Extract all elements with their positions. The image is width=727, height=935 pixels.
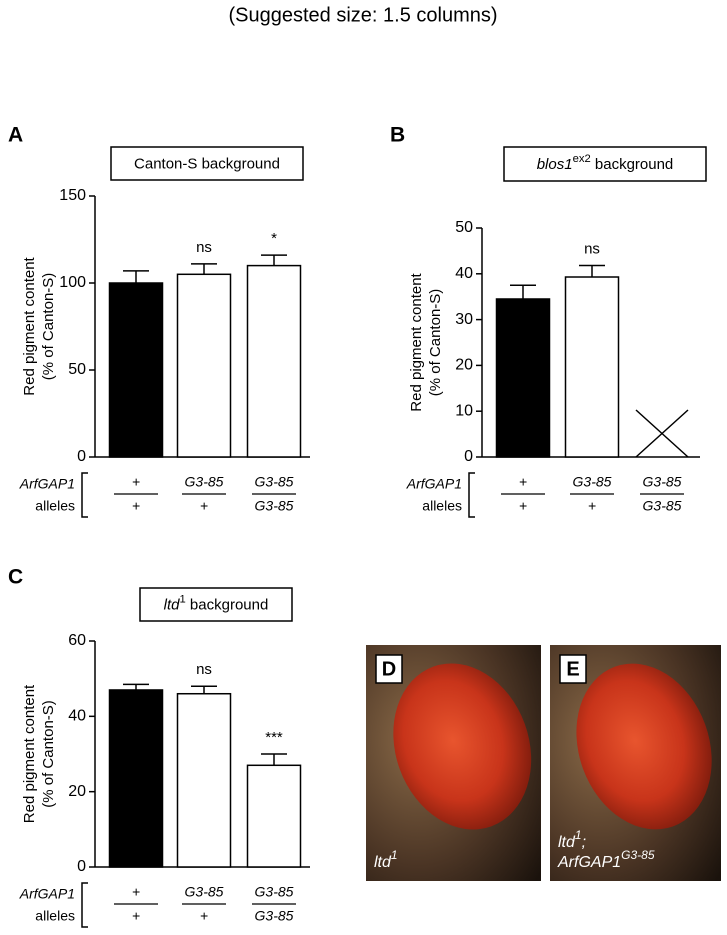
- row-label: alleles: [35, 908, 75, 924]
- genotype-bottom: +: [132, 908, 140, 924]
- title-box: [110, 146, 304, 181]
- y-tick-label: 60: [68, 632, 86, 649]
- genotype-top: +: [519, 474, 527, 490]
- annotation: ns: [196, 661, 212, 678]
- text-segment: ArfGAP1: [557, 854, 621, 871]
- letter-box: [559, 654, 587, 684]
- letter-box: [375, 654, 403, 684]
- y-tick-label: 40: [455, 265, 473, 282]
- text-segment: ex2: [573, 153, 591, 165]
- y-tick-label: 0: [77, 448, 86, 465]
- genotype-bottom: G3-85: [643, 498, 682, 514]
- bar: [176, 273, 232, 458]
- text-segment: ;: [582, 834, 586, 851]
- text-segment: background: [591, 156, 674, 173]
- genotype-top: G3-85: [255, 474, 294, 490]
- y-axis-label: Red pigment content: [21, 256, 38, 395]
- bracket: [468, 472, 475, 518]
- y-tick-label: 30: [455, 311, 473, 328]
- text-segment: background: [186, 596, 269, 613]
- genotype-top: G3-85: [573, 474, 612, 490]
- text-segment: ltd: [558, 834, 576, 851]
- eye: [576, 663, 712, 830]
- row-label: alleles: [422, 498, 462, 514]
- bar: [246, 764, 302, 868]
- text-segment: Canton-S background: [134, 155, 280, 172]
- genotype-bottom: +: [132, 498, 140, 514]
- chart-title: blos1ex2 background: [537, 153, 674, 173]
- genotype-top: G3-85: [643, 474, 682, 490]
- photo-caption: ltd1;: [558, 828, 586, 851]
- row-label: ArfGAP1: [19, 886, 75, 902]
- genotype-bottom: +: [200, 908, 208, 924]
- genotype-bottom: G3-85: [255, 908, 294, 924]
- y-tick-label: 50: [68, 361, 86, 378]
- genotype-top: +: [132, 474, 140, 490]
- text-segment: 1: [180, 593, 186, 605]
- bar: [564, 276, 620, 458]
- chart-title: Canton-S background: [134, 155, 280, 172]
- y-tick-label: 0: [77, 858, 86, 875]
- text-segment: 1: [391, 848, 398, 862]
- bracket: [81, 472, 88, 518]
- genotype-bottom: G3-85: [255, 498, 294, 514]
- photo-caption: ltd1: [374, 848, 398, 871]
- row-label: alleles: [35, 498, 75, 514]
- genotype-top: G3-85: [255, 884, 294, 900]
- text-segment: ltd: [374, 854, 392, 871]
- title-box: [139, 587, 293, 622]
- genotype-top: +: [132, 884, 140, 900]
- header: (Suggested size: 1.5 columns): [228, 4, 497, 26]
- y-tick-label: 50: [455, 219, 473, 236]
- photo-caption: ArfGAP1G3-85: [557, 848, 655, 871]
- y-tick-label: 20: [68, 783, 86, 800]
- eye: [393, 663, 532, 830]
- y-tick-label: 0: [464, 448, 473, 465]
- y-axis-label: (% of Canton-S): [40, 273, 57, 381]
- y-axis-label: (% of Canton-S): [40, 700, 57, 808]
- genotype-top: G3-85: [185, 474, 224, 490]
- text-segment: 1: [575, 828, 582, 842]
- bar: [246, 264, 302, 458]
- chart-title: ltd1 background: [164, 593, 269, 613]
- genotype-top: G3-85: [185, 884, 224, 900]
- annotation: ns: [196, 239, 212, 256]
- y-tick-label: 20: [455, 357, 473, 374]
- bar: [108, 689, 164, 868]
- row-label: ArfGAP1: [406, 476, 462, 492]
- genotype-bottom: +: [200, 498, 208, 514]
- photo-letter: D: [382, 658, 396, 680]
- y-tick-label: 40: [68, 708, 86, 725]
- panel-letter: C: [8, 566, 23, 589]
- annotation: *: [271, 230, 277, 247]
- y-tick-label: 150: [59, 187, 86, 204]
- bar: [108, 282, 164, 458]
- missing-mark: [635, 409, 689, 458]
- text-segment: ltd: [164, 596, 181, 613]
- panel-letter: B: [390, 124, 405, 147]
- y-axis-label: Red pigment content: [21, 684, 38, 823]
- bar: [495, 298, 551, 458]
- y-axis-label: (% of Canton-S): [427, 289, 444, 397]
- annotation: ns: [584, 241, 600, 258]
- row-label: ArfGAP1: [19, 476, 75, 492]
- genotype-bottom: +: [519, 498, 527, 514]
- panel-letter: A: [8, 124, 23, 147]
- bar: [176, 692, 232, 868]
- genotype-bottom: +: [588, 498, 596, 514]
- y-tick-label: 100: [59, 274, 86, 291]
- y-tick-label: 10: [455, 402, 473, 419]
- text-segment: G3-85: [621, 848, 655, 862]
- annotation: ***: [265, 729, 283, 746]
- bracket: [81, 882, 88, 928]
- text-segment: blos1: [537, 156, 573, 173]
- title-box: [503, 146, 707, 182]
- photo-letter: E: [566, 658, 579, 680]
- y-axis-label: Red pigment content: [408, 272, 425, 411]
